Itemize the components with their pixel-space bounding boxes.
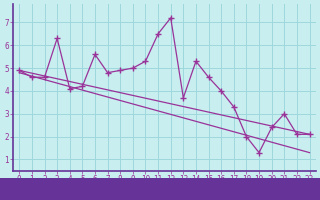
X-axis label: Windchill (Refroidissement éolien,°C): Windchill (Refroidissement éolien,°C)	[65, 187, 264, 196]
